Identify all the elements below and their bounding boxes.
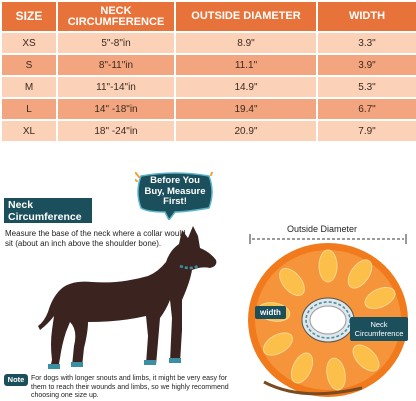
header-size: SIZE <box>2 2 56 31</box>
cell-diameter: 11.1" <box>176 55 316 75</box>
cell-diameter: 8.9" <box>176 33 316 53</box>
table-row: S 8"-11"in 11.1" 3.9" <box>2 55 416 75</box>
cell-neck: 18" -24"in <box>58 121 174 141</box>
header-width: WIDTH <box>318 2 416 31</box>
paw-markers <box>48 358 181 369</box>
cell-neck: 11"-14"in <box>58 77 174 97</box>
cell-neck: 14" -18"in <box>58 99 174 119</box>
note-text: For dogs with longer snouts and limbs, i… <box>31 375 229 399</box>
header-neck-circumference: NECK CIRCUMFERENCE <box>58 2 174 31</box>
cell-size: M <box>2 77 56 97</box>
cell-diameter: 20.9" <box>176 121 316 141</box>
table-row: XL 18" -24"in 20.9" 7.9" <box>2 121 416 141</box>
table-row: XS 5"-8"in 8.9" 3.3" <box>2 33 416 53</box>
bubble-line-2: Buy, Measure <box>144 185 206 197</box>
note-section: Note For dogs with longer snouts and lim… <box>4 374 414 399</box>
cell-size: XS <box>2 33 56 53</box>
speech-bubble <box>135 172 214 220</box>
cell-size: XL <box>2 121 56 141</box>
cell-width: 3.9" <box>318 55 416 75</box>
cell-neck: 5"-8"in <box>58 33 174 53</box>
width-label: width <box>255 306 286 319</box>
cell-width: 3.3" <box>318 33 416 53</box>
bubble-text: Before You Buy, Measure First! <box>135 175 215 208</box>
note-badge: Note <box>4 374 28 386</box>
header-outside-diameter: OUTSIDE DIAMETER <box>176 2 316 31</box>
table-row: L 14" -18"in 19.4" 6.7" <box>2 99 416 119</box>
size-chart-table: SIZE NECK CIRCUMFERENCE OUTSIDE DIAMETER… <box>0 0 416 151</box>
cell-width: 7.9" <box>318 121 416 141</box>
cell-diameter: 19.4" <box>176 99 316 119</box>
bubble-line-1: Before You <box>150 175 200 186</box>
outside-diameter-label: Outside Diameter <box>286 224 358 234</box>
bubble-line-3: First! <box>163 196 187 207</box>
size-table: SIZE NECK CIRCUMFERENCE OUTSIDE DIAMETER… <box>0 0 416 143</box>
cone-neck-circumference-label: Neck Circumference <box>350 317 408 341</box>
cell-size: S <box>2 55 56 75</box>
dog-illustration <box>38 226 217 369</box>
cell-size: L <box>2 99 56 119</box>
cell-diameter: 14.9" <box>176 77 316 97</box>
neck-measure-instructions: Measure the base of the neck where a col… <box>5 229 186 248</box>
sparkle-icon <box>135 172 214 182</box>
diameter-arrow <box>249 234 407 244</box>
cell-neck: 8"-11"in <box>58 55 174 75</box>
table-header-row: SIZE NECK CIRCUMFERENCE OUTSIDE DIAMETER… <box>2 2 416 31</box>
cell-width: 6.7" <box>318 99 416 119</box>
neck-circumference-title: Neck Circumference <box>4 198 92 223</box>
table-row: M 11"-14"in 14.9" 5.3" <box>2 77 416 97</box>
cell-width: 5.3" <box>318 77 416 97</box>
